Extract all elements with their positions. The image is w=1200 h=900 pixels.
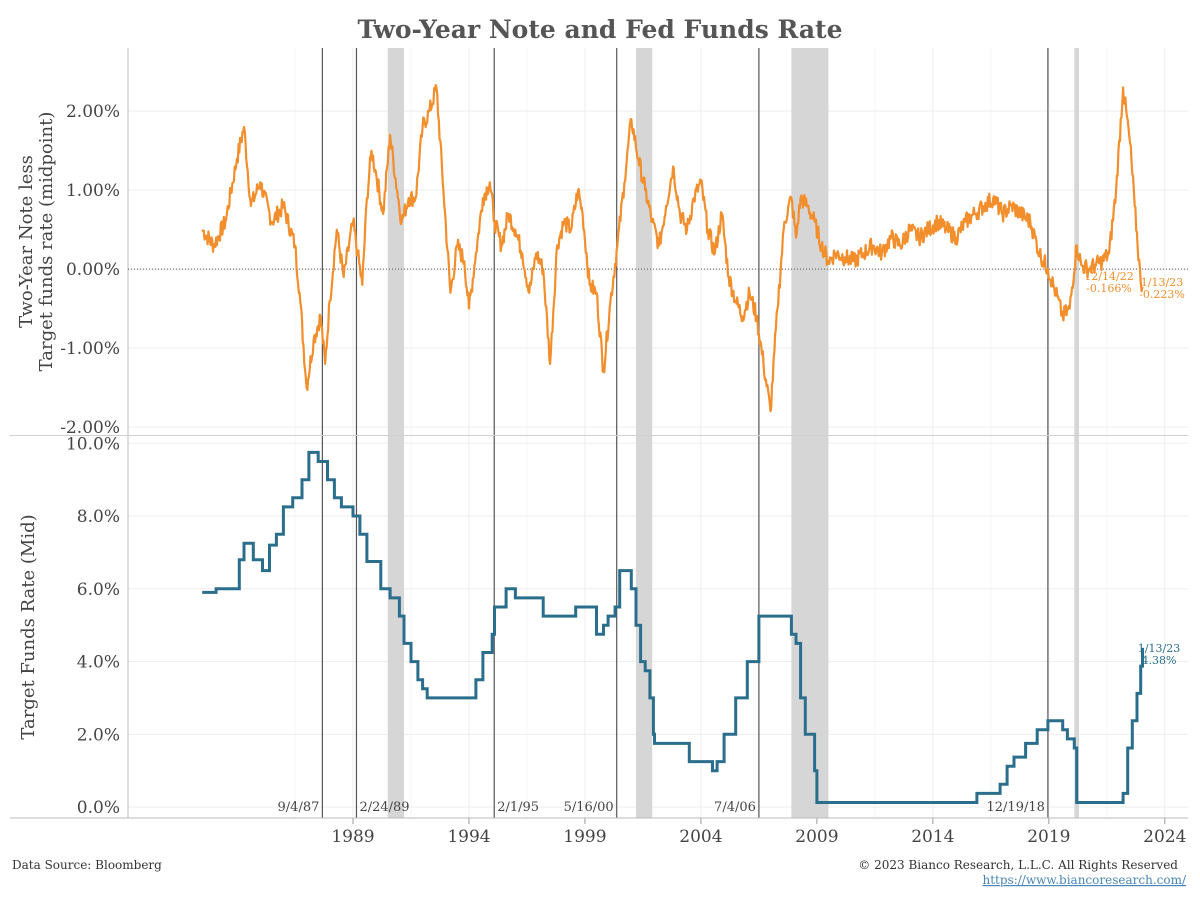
bottom-y-tick-label: 0.0% (77, 798, 120, 818)
annotation-fedfunds-line: 1/13/23 (1138, 642, 1180, 655)
top-y-tick-label: 1.00% (66, 181, 120, 201)
chart-title: Two-Year Note and Fed Funds Rate (358, 15, 843, 44)
top-y-tick-label: 0.00% (66, 260, 120, 280)
annotation-spread-1: 12/14/22 -0.166% (1084, 270, 1133, 295)
footer-copyright: © 2023 Bianco Research, L.L.C. All Right… (858, 858, 1178, 872)
bottom-y-tick-label: 8.0% (77, 507, 120, 527)
bottom-y-tick-label: 6.0% (77, 580, 120, 600)
top-y-axis-title-line: Target funds rate (midpoint) (36, 112, 57, 372)
footer-source: Data Source: Bloomberg (12, 858, 162, 872)
event-label: 12/19/18 (987, 800, 1045, 815)
event-lines: 9/4/87 2/24/89 2/1/95 5/16/00 7/4/06 12/19/18 (278, 48, 1049, 818)
spread-series-line (201, 83, 1144, 413)
annotations: 12/14/22 -0.166% 1/13/23 -0.223%1/13/23 4.38… (1084, 270, 1185, 667)
x-tick-label: 1994 (447, 827, 490, 847)
x-tick-label: 2024 (1143, 827, 1186, 847)
event-label: 7/4/06 (714, 800, 756, 815)
event-label: 2/1/95 (497, 800, 539, 815)
annotation-spread-1-line: 12/14/22 (1084, 270, 1133, 283)
annotation-spread-2-line: -0.223% (1139, 288, 1185, 301)
bottom-y-tick-label: 2.0% (77, 725, 120, 745)
recession-bar (791, 48, 829, 818)
x-tick-label: 1989 (331, 827, 374, 847)
x-tick-label: 2009 (795, 827, 838, 847)
recession-shading (387, 48, 1079, 818)
event-label: 2/24/89 (359, 800, 409, 815)
annotation-spread-2: 1/13/23 -0.223% (1139, 276, 1185, 301)
axes: 1989 1994 1999 2004 2009 2014 2019 2024 2.00% 1.0… (10, 48, 1188, 847)
annotation-spread-1-line: -0.166% (1086, 282, 1132, 295)
top-y-axis-title-line: Two-Year Note less (16, 155, 37, 328)
x-tick-label: 2019 (1027, 827, 1070, 847)
event-label: 9/4/87 (278, 800, 320, 815)
top-y-tick-label: -1.00% (60, 339, 120, 359)
grid (128, 48, 1188, 818)
top-y-tick-label: -2.00% (60, 418, 120, 438)
top-y-tick-label: 2.00% (66, 102, 120, 122)
annotation-fedfunds: 1/13/23 4.38% (1138, 642, 1180, 667)
recession-bar (1074, 48, 1079, 818)
series (201, 83, 1144, 804)
x-tick-label: 2004 (679, 827, 722, 847)
x-tick-label: 1999 (563, 827, 606, 847)
fedfunds-series-line (202, 450, 1144, 804)
annotation-spread-2-line: 1/13/23 (1141, 276, 1183, 289)
top-y-axis-title: Two-Year Note lessTarget funds rate (mid… (16, 112, 57, 372)
bottom-y-tick-label: 10.0% (66, 434, 120, 454)
bottom-y-axis-title: Target Funds Rate (Mid) (18, 514, 39, 739)
x-tick-label: 2014 (911, 827, 954, 847)
annotation-fedfunds-line: 4.38% (1142, 654, 1177, 667)
recession-bar (387, 48, 405, 818)
bottom-y-tick-label: 4.0% (77, 653, 120, 673)
footer-url[interactable]: https://www.biancoresearch.com/ (982, 873, 1186, 887)
event-label: 5/16/00 (564, 800, 614, 815)
